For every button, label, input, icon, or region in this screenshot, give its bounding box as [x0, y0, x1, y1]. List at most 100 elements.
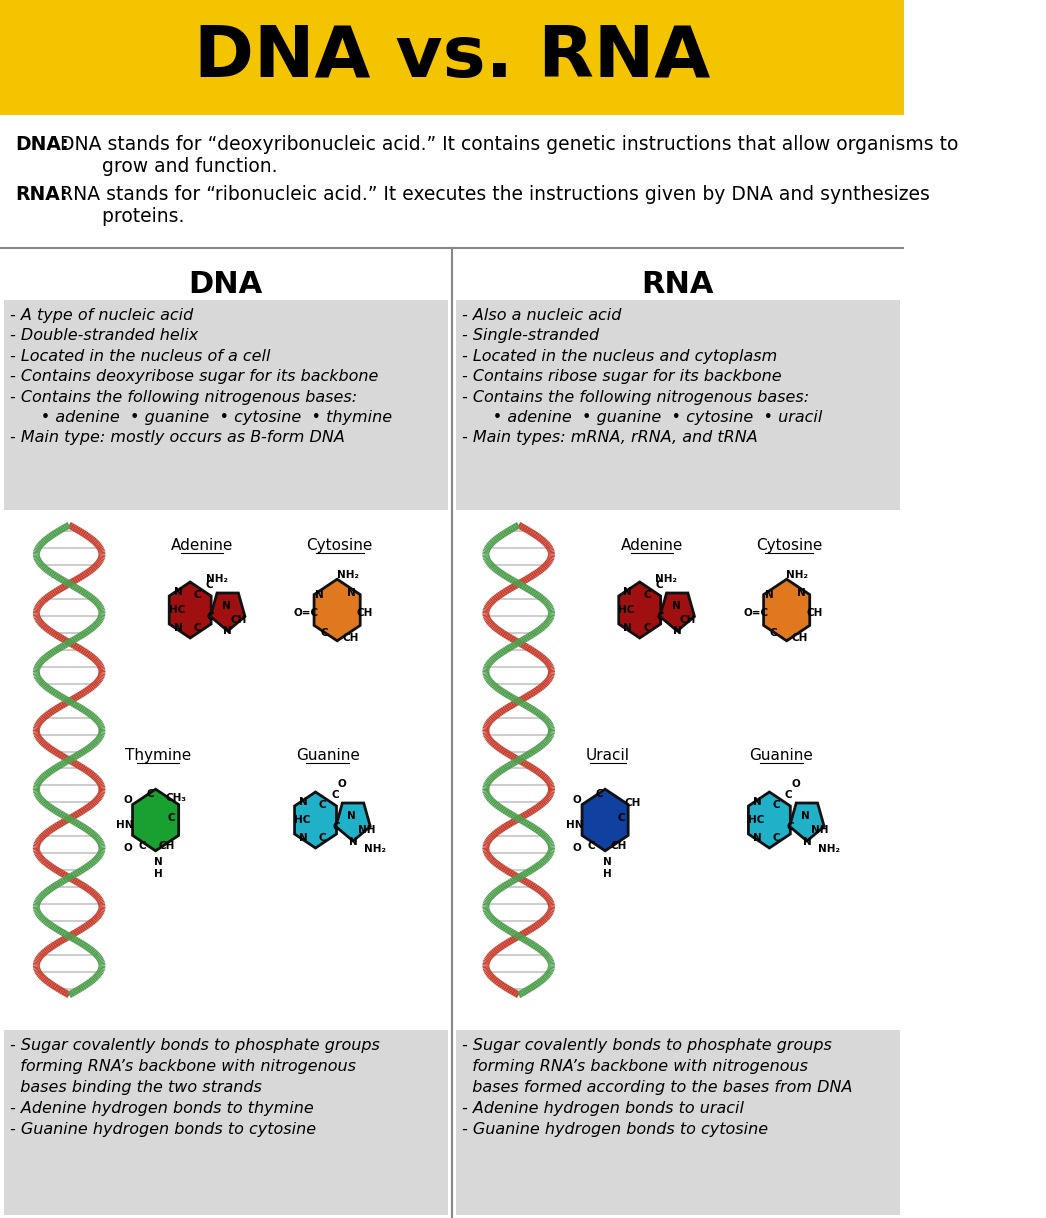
Polygon shape — [210, 593, 245, 631]
Text: DNA stands for “deoxyribonucleic acid.” It contains genetic instructions that al: DNA stands for “deoxyribonucleic acid.” … — [53, 135, 958, 175]
Text: RNA: RNA — [641, 270, 714, 298]
Text: N: N — [174, 587, 182, 597]
Text: O=C: O=C — [744, 608, 769, 618]
Text: CH: CH — [610, 842, 627, 851]
Text: DNA vs. RNA: DNA vs. RNA — [194, 22, 710, 91]
Text: N: N — [672, 600, 680, 610]
Text: C: C — [596, 789, 604, 799]
Text: Adenine: Adenine — [620, 538, 683, 553]
Text: HC: HC — [168, 605, 185, 615]
Text: RNA:: RNA: — [16, 185, 68, 203]
Text: O=C: O=C — [294, 608, 319, 618]
Text: CH: CH — [624, 798, 641, 808]
Text: N: N — [222, 600, 231, 610]
Polygon shape — [582, 789, 629, 851]
Text: C: C — [773, 833, 780, 843]
Text: NH₂: NH₂ — [206, 574, 228, 585]
Text: HC: HC — [618, 605, 635, 615]
Text: C: C — [194, 590, 201, 599]
Text: Thymine: Thymine — [126, 748, 191, 762]
FancyBboxPatch shape — [4, 1030, 448, 1216]
Text: HC: HC — [748, 815, 765, 825]
Text: N: N — [802, 838, 812, 848]
Text: DNA: DNA — [188, 270, 263, 298]
Text: NH: NH — [812, 825, 828, 834]
Text: C: C — [588, 842, 595, 851]
Text: N: N — [154, 856, 162, 866]
Text: C: C — [319, 799, 326, 810]
Polygon shape — [660, 593, 695, 631]
Text: NH₂: NH₂ — [787, 570, 809, 580]
Text: C: C — [207, 611, 214, 622]
Text: CH: CH — [680, 615, 697, 625]
Text: N: N — [765, 590, 774, 599]
Text: HN: HN — [116, 820, 134, 829]
Text: C: C — [770, 628, 777, 638]
Text: C: C — [332, 789, 339, 800]
Text: N: N — [797, 588, 805, 598]
Text: O: O — [123, 843, 132, 853]
Text: CH: CH — [158, 842, 175, 851]
Text: - Sugar covalently bonds to phosphate groups
  forming RNA’s backbone with nitro: - Sugar covalently bonds to phosphate gr… — [462, 1038, 852, 1136]
Text: Cytosine: Cytosine — [756, 538, 822, 553]
Text: N: N — [299, 833, 308, 843]
Polygon shape — [295, 792, 337, 848]
Text: H: H — [604, 868, 612, 879]
Text: - A type of nucleic acid
- Double-stranded helix
- Located in the nucleus of a c: - A type of nucleic acid - Double-strand… — [10, 308, 392, 446]
Text: N: N — [623, 624, 632, 633]
Text: C: C — [784, 789, 793, 800]
FancyBboxPatch shape — [456, 300, 900, 510]
Text: - Sugar covalently bonds to phosphate groups
  forming RNA’s backbone with nitro: - Sugar covalently bonds to phosphate gr… — [10, 1038, 381, 1136]
Text: C: C — [617, 814, 624, 823]
Text: N: N — [347, 811, 357, 821]
Polygon shape — [169, 582, 211, 638]
Text: C: C — [194, 624, 201, 633]
Text: C: C — [320, 628, 327, 638]
Text: Cytosine: Cytosine — [306, 538, 373, 553]
FancyBboxPatch shape — [4, 300, 448, 510]
Text: H: H — [154, 868, 162, 879]
Text: DNA:: DNA: — [16, 135, 69, 153]
Text: O: O — [792, 778, 800, 788]
Polygon shape — [764, 580, 810, 641]
Text: NH₂: NH₂ — [818, 844, 840, 854]
Polygon shape — [133, 789, 179, 851]
Text: HN: HN — [566, 820, 584, 829]
Text: N: N — [299, 797, 308, 806]
Text: C: C — [657, 611, 664, 622]
FancyBboxPatch shape — [0, 0, 904, 114]
Text: C: C — [333, 822, 340, 832]
Text: N: N — [316, 590, 324, 599]
Text: C: C — [643, 590, 651, 599]
Polygon shape — [748, 792, 791, 848]
Text: NH₂: NH₂ — [656, 574, 678, 585]
Text: C: C — [146, 789, 154, 799]
Text: C: C — [319, 833, 326, 843]
Text: N: N — [753, 797, 761, 806]
Text: N: N — [801, 811, 810, 821]
Text: N: N — [174, 624, 182, 633]
Polygon shape — [619, 582, 661, 638]
Text: N: N — [347, 588, 356, 598]
Text: C: C — [787, 822, 794, 832]
Text: CH₃: CH₃ — [165, 793, 186, 804]
Text: Adenine: Adenine — [172, 538, 233, 553]
FancyBboxPatch shape — [456, 1030, 900, 1216]
Text: NH₂: NH₂ — [337, 570, 359, 580]
Text: O: O — [573, 843, 582, 853]
Text: N: N — [348, 838, 358, 848]
Text: C: C — [655, 580, 663, 590]
Text: CH: CH — [230, 615, 247, 625]
Text: CH: CH — [357, 608, 373, 618]
Text: N: N — [753, 833, 761, 843]
Text: C: C — [167, 814, 176, 823]
Text: N: N — [604, 856, 612, 866]
Polygon shape — [336, 803, 370, 840]
Text: HC: HC — [294, 815, 311, 825]
Text: C: C — [773, 799, 780, 810]
Text: NH₂: NH₂ — [364, 844, 386, 854]
Text: CH: CH — [792, 632, 809, 643]
Text: C: C — [643, 624, 651, 633]
Text: N: N — [673, 626, 682, 636]
Text: O: O — [123, 795, 132, 805]
